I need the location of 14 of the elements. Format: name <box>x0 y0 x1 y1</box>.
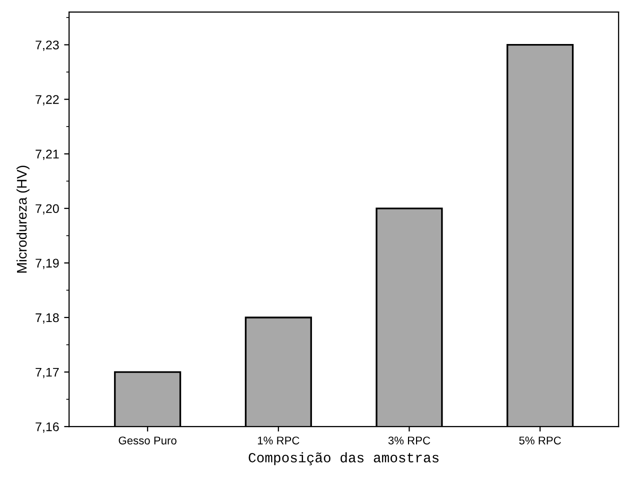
y-tick-label: 7,19 <box>36 258 59 270</box>
y-tick-label: 7,23 <box>36 40 59 51</box>
x-tick-label: 1% RPC <box>258 436 300 444</box>
x-axis-title: Composição das amostras <box>248 452 439 466</box>
y-tick-label: 7,21 <box>36 150 59 160</box>
y-tick-label: 7,22 <box>36 95 59 106</box>
y-axis-title: Microdureza (HV) <box>16 166 30 273</box>
y-tick-label: 7,20 <box>36 204 59 215</box>
y-tick-label: 7,18 <box>36 313 59 324</box>
x-tick-label: Gesso Puro <box>118 436 176 444</box>
y-tick-label: 7,17 <box>36 368 59 378</box>
x-tick-label: 3% RPC <box>388 436 430 444</box>
x-tick-label: 5% RPC <box>519 436 561 444</box>
y-tick-label: 7,16 <box>36 422 59 433</box>
